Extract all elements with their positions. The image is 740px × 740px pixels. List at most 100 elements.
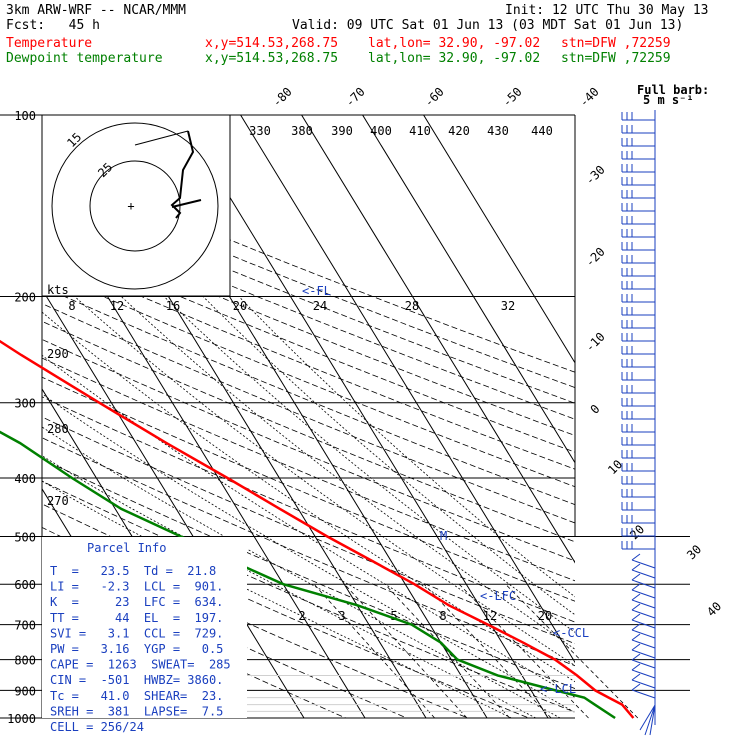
isotherm-line (301, 115, 575, 564)
wind-barb (621, 216, 655, 225)
wind-barb (631, 623, 656, 639)
pressure-label: 200 (14, 291, 36, 305)
isotherm-label: -70 (343, 85, 368, 110)
hodograph-axis-label: 8 (68, 299, 75, 313)
wind-barb (621, 138, 655, 147)
wind-barb (621, 437, 655, 446)
dry-adiabat (42, 220, 575, 436)
theta-e-label: 390 (331, 124, 353, 138)
moist-adiabat (163, 296, 575, 633)
mixing-ratio-label: 12 (483, 609, 497, 623)
dry-adiabat (42, 236, 575, 453)
dewpoint-legend-stn: stn=DFW ,72259 (561, 51, 671, 66)
wind-barb (621, 151, 655, 160)
theta-e-label: 440 (531, 124, 553, 138)
mixing-ratio-label: 8 (439, 609, 446, 623)
dry-adiabat (42, 205, 575, 420)
pressure-label: 600 (14, 578, 36, 592)
dry-adiabat (42, 190, 575, 404)
temperature-legend-latlon: lat,lon= 32.90, -97.02 (368, 36, 541, 51)
wind-barb (621, 307, 655, 316)
wind-barb (621, 346, 655, 355)
temperature-profile (0, 339, 635, 719)
wind-barb (631, 633, 656, 649)
parcel-info-row: CAPE = 1263 SWEAT= 285 (50, 658, 231, 672)
hodograph-ring (51, 122, 219, 290)
isotherm-line (362, 115, 575, 464)
wind-barb (631, 603, 656, 619)
wind-barb (631, 673, 656, 689)
theta-e-label: 410 (409, 124, 431, 138)
wind-barb (621, 463, 655, 472)
wind-barb (621, 190, 655, 199)
mixing-ratio-label: 2 (298, 609, 305, 623)
wind-barb (621, 255, 655, 264)
moist-adiabat (42, 426, 561, 718)
hodograph-axis-label: 24 (313, 299, 327, 313)
valid-time: Valid: 09 UTC Sat 01 Jun 13 (03 MDT Sat … (292, 18, 684, 33)
forecast-hour: Fcst: 45 h (6, 18, 100, 33)
isotherm-label: -20 (583, 245, 608, 270)
hodograph-axis-label: 32 (501, 299, 515, 313)
isotherm-label: -50 (500, 85, 525, 110)
temperature-legend-stn: stn=DFW ,72259 (561, 36, 671, 51)
wind-barb (621, 476, 655, 485)
wind-barb (621, 541, 655, 550)
wind-barb (621, 112, 655, 121)
theta-e-label: 430 (487, 124, 509, 138)
wind-barb (631, 653, 656, 669)
parcel-info-row: K = 23 LFC = 634. (50, 595, 223, 609)
theta-e-label: 400 (370, 124, 392, 138)
wind-barb (631, 593, 656, 609)
parcel-info-row: SVI = 3.1 CCL = 729. (50, 626, 223, 640)
hodograph-axis-label: 12 (110, 299, 124, 313)
wind-barb (621, 203, 655, 212)
wind-barb (621, 372, 655, 381)
theta-e-label: 420 (448, 124, 470, 138)
model-name: 3km ARW-WRF -- NCAR/MMM (6, 3, 187, 18)
pressure-label: 1000 (7, 712, 36, 726)
isotherm-label: -10 (583, 330, 608, 355)
parcel-box-bg (42, 537, 247, 718)
parcel-info-row: Tc = 41.0 SHEAR= 23. (50, 689, 223, 703)
wind-barbs: Full barb:5 m s⁻¹ (621, 83, 709, 736)
wind-barb (621, 515, 655, 524)
isotherm-line (179, 115, 549, 718)
wind-barb (621, 242, 655, 251)
pressure-label: 700 (14, 619, 36, 633)
level-marker: <-CCL (553, 626, 589, 640)
moist-adiabat (202, 296, 575, 616)
moist-adiabat (238, 296, 575, 598)
parcel-info-row: SREH = 381 LAPSE= 7.5 (50, 704, 223, 718)
pressure-label: 400 (14, 472, 36, 486)
isotherm-label: 20 (627, 522, 647, 542)
wind-barb (631, 573, 656, 589)
wind-barb (621, 164, 655, 173)
level-marker: M (440, 529, 447, 543)
dry-adiabat (42, 303, 575, 524)
wind-barb (621, 320, 655, 329)
dry-adiabats (42, 160, 575, 718)
dry-adiabat (42, 551, 408, 718)
wind-barb (621, 359, 655, 368)
wind-barb (621, 229, 655, 238)
wind-barb (621, 294, 655, 303)
hodograph-axis-label: 28 (405, 299, 419, 313)
dry-adiabat (42, 458, 575, 690)
mixing-ratio-line (384, 583, 510, 719)
parcel-info-title: Parcel Info (87, 541, 166, 555)
parcel-info-row: CELL = 256/24 (50, 720, 144, 734)
hodograph-arc (134, 130, 189, 146)
dry-adiabat (42, 339, 575, 562)
level-marker: <-LFC (480, 589, 516, 603)
isotherm-label: -40 (577, 85, 602, 110)
level-marker: <-FL (302, 284, 331, 298)
temperature-legend-name: Temperature (6, 36, 93, 51)
level-marker: <-LCL (540, 682, 576, 696)
parcel-info-row: CIN = -501 HWBZ= 3860. (50, 673, 223, 687)
wind-barb (621, 450, 655, 459)
parcel-info-row: T = 23.5 Td = 21.8 (50, 564, 216, 578)
mixing-ratio-label: 20 (538, 609, 552, 623)
barb-legend: 5 m s⁻¹ (643, 93, 694, 107)
